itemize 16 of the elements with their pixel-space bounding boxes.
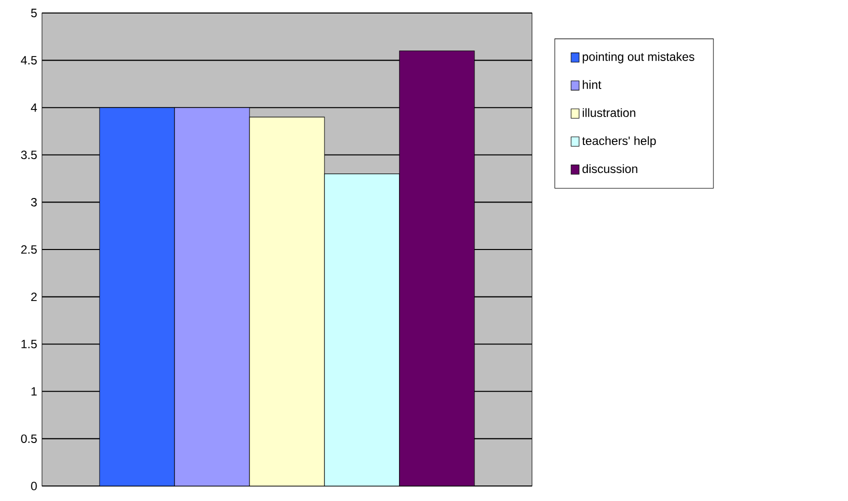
y-tick-label: 5 bbox=[31, 8, 37, 18]
y-tick-label: 4 bbox=[30, 104, 37, 112]
y-tick-label: 1 bbox=[32, 387, 37, 396]
legend-label: illustration bbox=[582, 108, 636, 118]
y-tick-label: 3 bbox=[31, 198, 37, 207]
legend-label: discussion bbox=[582, 164, 638, 174]
legend-label: pointing out mistakes bbox=[582, 52, 694, 64]
y-tick-label: 1.5 bbox=[22, 340, 37, 348]
y-tick-label: 3.5 bbox=[21, 150, 37, 160]
y-tick-label: 0.5 bbox=[21, 434, 37, 444]
y-tick-label: 2.5 bbox=[21, 245, 37, 254]
y-tick-label: 0 bbox=[31, 482, 37, 490]
y-tick-label: 4.5 bbox=[20, 56, 37, 65]
y-tick-label: 2 bbox=[31, 292, 37, 302]
legend-label: hint bbox=[582, 80, 602, 90]
legend-label: teachers' help bbox=[582, 136, 656, 148]
